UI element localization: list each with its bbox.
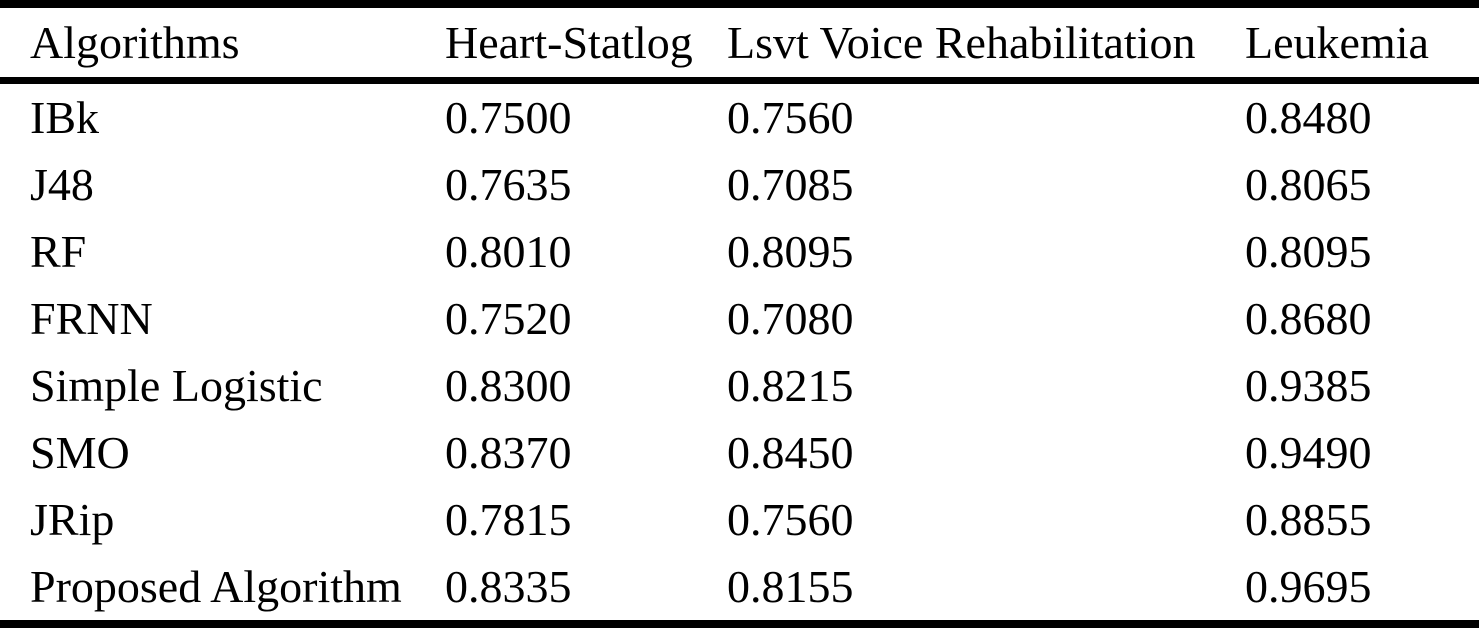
cell-lsvt-voice-rehabilitation: 0.7560 bbox=[727, 494, 854, 545]
column-header-leukemia: Leukemia bbox=[1245, 17, 1429, 68]
cell-heart-statlog: 0.8335 bbox=[445, 561, 572, 612]
table-row: FRNN 0.7520 0.7080 0.8680 bbox=[0, 285, 1479, 352]
cell-heart-statlog: 0.7500 bbox=[445, 92, 572, 143]
table-row: Simple Logistic 0.8300 0.8215 0.9385 bbox=[0, 352, 1479, 419]
cell-heart-statlog: 0.7520 bbox=[445, 293, 572, 344]
cell-leukemia: 0.8065 bbox=[1245, 159, 1372, 210]
cell-algorithm: RF bbox=[30, 226, 87, 277]
cell-lsvt-voice-rehabilitation: 0.8155 bbox=[727, 561, 854, 612]
cell-lsvt-voice-rehabilitation: 0.7080 bbox=[727, 293, 854, 344]
cell-algorithm: J48 bbox=[30, 159, 94, 210]
cell-lsvt-voice-rehabilitation: 0.8095 bbox=[727, 226, 854, 277]
cell-heart-statlog: 0.7635 bbox=[445, 159, 572, 210]
cell-algorithm: Proposed Algorithm bbox=[30, 561, 402, 612]
cell-heart-statlog: 0.8300 bbox=[445, 360, 572, 411]
cell-algorithm: Simple Logistic bbox=[30, 360, 323, 411]
table-row: IBk 0.7500 0.7560 0.8480 bbox=[0, 81, 1479, 152]
column-header-heart-statlog: Heart-Statlog bbox=[445, 17, 693, 68]
cell-lsvt-voice-rehabilitation: 0.8450 bbox=[727, 427, 854, 478]
cell-leukemia: 0.8480 bbox=[1245, 92, 1372, 143]
table-row: SMO 0.8370 0.8450 0.9490 bbox=[0, 419, 1479, 486]
cell-lsvt-voice-rehabilitation: 0.8215 bbox=[727, 360, 854, 411]
cell-algorithm: JRip bbox=[30, 494, 115, 545]
table-header-row: Algorithms Heart-Statlog Lsvt Voice Reha… bbox=[0, 4, 1479, 81]
cell-algorithm: IBk bbox=[30, 92, 99, 143]
cell-lsvt-voice-rehabilitation: 0.7085 bbox=[727, 159, 854, 210]
cell-algorithm: SMO bbox=[30, 427, 130, 478]
cell-heart-statlog: 0.8010 bbox=[445, 226, 572, 277]
cell-leukemia: 0.9385 bbox=[1245, 360, 1372, 411]
table-row: J48 0.7635 0.7085 0.8065 bbox=[0, 151, 1479, 218]
cell-lsvt-voice-rehabilitation: 0.7560 bbox=[727, 92, 854, 143]
cell-heart-statlog: 0.7815 bbox=[445, 494, 572, 545]
cell-heart-statlog: 0.8370 bbox=[445, 427, 572, 478]
cell-leukemia: 0.9695 bbox=[1245, 561, 1372, 612]
cell-leukemia: 0.8680 bbox=[1245, 293, 1372, 344]
cell-leukemia: 0.8855 bbox=[1245, 494, 1372, 545]
table-row: RF 0.8010 0.8095 0.8095 bbox=[0, 218, 1479, 285]
table-row: JRip 0.7815 0.7560 0.8855 bbox=[0, 486, 1479, 553]
column-header-algorithms: Algorithms bbox=[30, 17, 240, 68]
cell-leukemia: 0.8095 bbox=[1245, 226, 1372, 277]
cell-leukemia: 0.9490 bbox=[1245, 427, 1372, 478]
table-row: Proposed Algorithm 0.8335 0.8155 0.9695 bbox=[0, 553, 1479, 624]
cell-algorithm: FRNN bbox=[30, 293, 153, 344]
table-body: IBk 0.7500 0.7560 0.8480 J48 0.7635 0.70… bbox=[0, 81, 1479, 625]
column-header-lsvt-voice-rehabilitation: Lsvt Voice Rehabilitation bbox=[727, 17, 1196, 68]
table-header: Algorithms Heart-Statlog Lsvt Voice Reha… bbox=[0, 4, 1479, 81]
